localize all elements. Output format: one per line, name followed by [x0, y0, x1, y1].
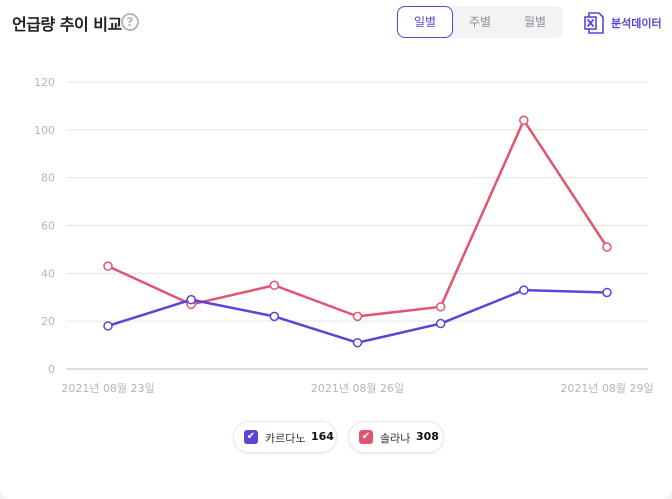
y-tick-label: 100: [34, 124, 55, 137]
data-point: [103, 321, 113, 331]
x-tick-label: 2021년 08월 23일: [61, 381, 154, 395]
data-point: [435, 318, 446, 329]
y-tick-label: 40: [41, 267, 55, 280]
checkbox-checked-icon: ✔: [244, 430, 258, 444]
excel-icon: [584, 12, 604, 34]
data-point: [519, 285, 529, 295]
legend-count: 164: [311, 430, 334, 443]
checkbox-checked-icon: ✔: [359, 430, 373, 444]
period-toggle: 일별 주별 월별: [397, 6, 563, 38]
data-point: [435, 302, 446, 312]
tab-monthly[interactable]: 월별: [523, 15, 547, 29]
data-point: [103, 261, 113, 271]
x-tick-label: 2021년 08월 26일: [311, 381, 404, 395]
help-icon[interactable]: ?: [121, 13, 139, 31]
tab-weekly[interactable]: 주별: [468, 15, 492, 29]
legend-count: 308: [416, 430, 439, 443]
data-point: [186, 294, 196, 305]
y-tick-label: 80: [41, 172, 55, 185]
data-point: [602, 242, 612, 252]
data-point: [352, 311, 363, 322]
y-tick-label: 20: [41, 315, 55, 328]
data-point: [269, 280, 280, 291]
legend-name: 솔라나: [380, 432, 411, 445]
line-chart: 0 20 40 60 80 100 120 2021년 08월 23일 2021년 08월 26…: [34, 76, 654, 395]
series-line-solana: [107, 119, 609, 318]
export-label: 분석데이터: [611, 17, 662, 30]
data-point: [519, 115, 529, 126]
legend-item-cardano[interactable]: ✔ 카르다노 164: [233, 421, 337, 453]
y-tick-label: 120: [34, 76, 55, 89]
data-point: [352, 337, 363, 348]
data-point: [269, 311, 280, 322]
data-point: [602, 287, 612, 298]
x-tick-label: 2021년 08월 29일: [560, 381, 653, 395]
page-title: 언급량 추이 비교: [12, 15, 122, 34]
y-tick-label: 0: [48, 363, 55, 376]
y-tick-label: 60: [41, 220, 55, 233]
legend-item-solana[interactable]: ✔ 솔라나 308: [348, 421, 444, 453]
tab-daily[interactable]: 일별: [397, 6, 453, 38]
legend-name: 카르다노: [265, 432, 306, 445]
